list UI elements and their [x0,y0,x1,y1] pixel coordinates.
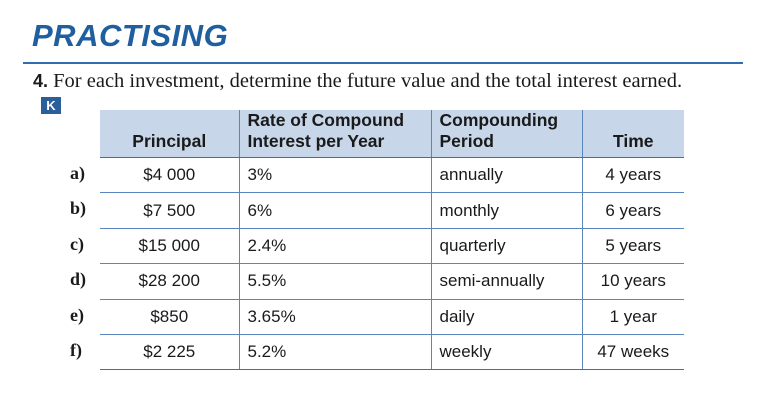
cell-principal: $7 500 [100,192,240,229]
cell-rate: 6% [239,192,432,229]
row-label: f) [70,339,82,360]
table-row: $15 000 2.4% quarterly 5 years [100,228,684,265]
table-row: $7 500 6% monthly 6 years [100,192,684,229]
cell-period: semi-annually [431,263,583,300]
row-label: a) [70,163,85,183]
question-number: 4. [33,71,49,91]
cell-principal: $28 200 [100,263,240,300]
header-period: Compounding Period [431,110,583,158]
cell-time: 6 years [582,192,684,229]
knowledge-badge: K [41,97,61,114]
title-divider [23,62,743,64]
row-label: b) [70,198,87,219]
cell-principal: $850 [100,299,240,335]
cell-period: weekly [431,334,583,371]
cell-principal: $15 000 [100,228,240,265]
row-labels: a) b) c) d) e) f) [70,156,86,368]
cell-period: monthly [431,192,583,229]
investment-table: Principal Rate of Compound Interest per Y… [100,110,684,371]
header-principal-label: Principal [132,131,207,151]
cell-rate: 3% [239,157,432,194]
cell-period: quarterly [431,228,583,265]
table-row: $4 000 3% annually 4 years [100,157,684,194]
cell-time: 5 years [582,228,684,265]
cell-rate: 3.65% [239,299,432,335]
question-prompt: 4. For each investment, determine the fu… [33,70,682,93]
section-title: PRACTISING [32,18,229,53]
cell-principal: $4 000 [100,157,240,194]
header-rate: Rate of Compound Interest per Year [239,110,432,158]
cell-rate: 5.2% [239,334,432,371]
cell-time: 10 years [582,263,684,300]
header-principal: Principal [100,110,240,158]
table-row: $28 200 5.5% semi-annually 10 years [100,263,684,300]
table-row: $850 3.65% daily 1 year [100,299,684,335]
header-period-line1: Compounding [439,110,559,130]
cell-rate: 5.5% [239,263,432,300]
cell-rate: 2.4% [239,228,432,265]
header-rate-line1: Rate of Compound [247,110,405,130]
header-period-line2: Period [439,131,494,151]
header-time: Time [582,110,684,158]
cell-time: 1 year [582,299,684,335]
cell-period: daily [431,299,583,335]
cell-principal: $2 225 [100,334,240,371]
question-text: For each investment, determine the futur… [53,70,683,92]
cell-time: 4 years [582,157,684,194]
cell-time: 47 weeks [582,334,684,371]
row-label: e) [70,304,84,325]
cell-period: annually [431,157,583,194]
header-rate-line2: Interest per Year [247,131,385,151]
table-header-row: Principal Rate of Compound Interest per Y… [100,110,684,158]
table-row: $2 225 5.2% weekly 47 weeks [100,334,684,371]
header-time-label: Time [612,131,654,151]
row-label: d) [70,269,87,290]
row-label: c) [70,233,84,254]
